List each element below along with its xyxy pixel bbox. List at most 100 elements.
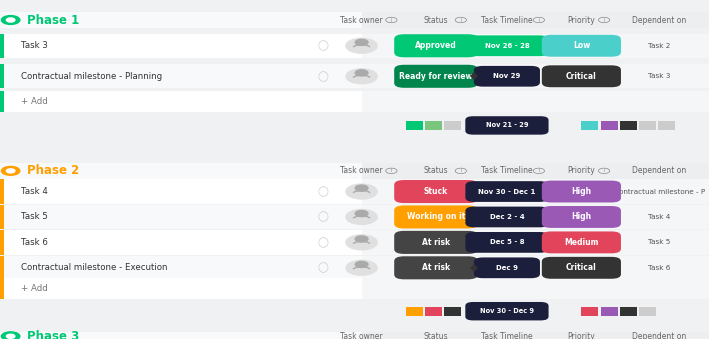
Bar: [0, 230, 709, 255]
Text: Stuck: Stuck: [424, 187, 448, 196]
FancyBboxPatch shape: [542, 257, 621, 279]
Bar: [0, 34, 4, 58]
Bar: [362, 256, 709, 280]
Text: Task Timeline: Task Timeline: [481, 16, 532, 24]
Text: Task 3: Task 3: [21, 41, 48, 50]
Text: Medium: Medium: [564, 238, 598, 247]
Bar: [613, 260, 616, 275]
Circle shape: [346, 184, 377, 199]
Bar: [362, 64, 709, 88]
Bar: [0, 64, 709, 88]
Text: Nov 26 - 28: Nov 26 - 28: [484, 43, 530, 49]
Text: Task 2: Task 2: [648, 43, 671, 49]
FancyBboxPatch shape: [394, 256, 478, 279]
FancyBboxPatch shape: [474, 66, 540, 87]
Text: ◯: ◯: [317, 71, 328, 81]
Bar: [620, 121, 637, 130]
Bar: [362, 34, 709, 58]
Bar: [0, 256, 4, 280]
Text: Priority: Priority: [567, 166, 596, 175]
Circle shape: [355, 211, 368, 217]
Bar: [0, 278, 709, 299]
Text: Phase 2: Phase 2: [27, 164, 79, 177]
Bar: [362, 278, 709, 299]
Bar: [658, 121, 675, 130]
Bar: [601, 121, 618, 130]
Text: Working on it: Working on it: [407, 213, 465, 221]
Circle shape: [355, 70, 368, 76]
Text: i: i: [391, 168, 392, 173]
Circle shape: [1, 16, 20, 24]
Text: Task Timeline: Task Timeline: [481, 166, 532, 175]
Bar: [406, 307, 423, 316]
Text: i: i: [538, 168, 540, 173]
Text: Task owner: Task owner: [340, 166, 383, 175]
FancyBboxPatch shape: [542, 206, 621, 228]
Text: Critical: Critical: [566, 72, 597, 81]
Text: Status: Status: [424, 16, 448, 24]
Bar: [613, 210, 616, 224]
Circle shape: [346, 210, 377, 224]
Text: Low: Low: [573, 41, 590, 50]
Circle shape: [1, 166, 20, 175]
Bar: [0, 34, 709, 58]
Circle shape: [6, 18, 15, 22]
Circle shape: [346, 38, 377, 53]
Circle shape: [355, 236, 368, 242]
Text: Nov 30 - Dec 9: Nov 30 - Dec 9: [480, 308, 534, 314]
Text: Status: Status: [424, 166, 448, 175]
Bar: [0, 179, 709, 204]
Text: Task 6: Task 6: [648, 265, 671, 271]
FancyBboxPatch shape: [474, 257, 540, 278]
Text: Priority: Priority: [567, 332, 596, 339]
Bar: [0, 163, 362, 179]
FancyBboxPatch shape: [465, 116, 549, 135]
Text: ◯: ◯: [317, 263, 328, 273]
Text: Dependent on: Dependent on: [632, 166, 686, 175]
Bar: [0, 91, 4, 112]
FancyBboxPatch shape: [465, 232, 549, 253]
Text: i: i: [460, 168, 462, 173]
Text: Dec 5 - 8: Dec 5 - 8: [490, 239, 524, 245]
Text: At risk: At risk: [422, 238, 450, 247]
Text: Contractual milestone - Planning: Contractual milestone - Planning: [21, 72, 162, 81]
Bar: [613, 184, 616, 199]
Bar: [0, 179, 4, 204]
FancyBboxPatch shape: [465, 206, 549, 227]
Text: Dependent on: Dependent on: [632, 16, 686, 24]
Bar: [613, 69, 616, 84]
Bar: [0, 230, 4, 255]
Bar: [425, 121, 442, 130]
Bar: [0, 12, 709, 28]
Text: Task 4: Task 4: [21, 187, 48, 196]
Text: ◯: ◯: [317, 237, 328, 247]
Text: ◯: ◯: [317, 186, 328, 197]
Bar: [620, 307, 637, 316]
FancyBboxPatch shape: [542, 232, 621, 253]
Text: + Add: + Add: [21, 284, 48, 293]
Circle shape: [1, 332, 20, 339]
Bar: [362, 205, 709, 229]
Circle shape: [355, 39, 368, 45]
Bar: [444, 307, 461, 316]
Text: Priority: Priority: [567, 16, 596, 24]
Text: ◯: ◯: [317, 212, 328, 222]
FancyBboxPatch shape: [394, 205, 478, 228]
FancyBboxPatch shape: [542, 35, 621, 57]
Bar: [0, 91, 709, 112]
Text: i: i: [603, 168, 605, 173]
Text: Ready for review: Ready for review: [399, 72, 473, 81]
FancyBboxPatch shape: [465, 302, 549, 320]
Text: Task Timeline: Task Timeline: [481, 332, 532, 339]
Bar: [0, 64, 4, 88]
Circle shape: [355, 185, 368, 191]
Text: Status: Status: [424, 332, 448, 339]
Circle shape: [6, 169, 15, 173]
Text: i: i: [460, 18, 462, 22]
Circle shape: [346, 69, 377, 84]
Bar: [601, 307, 618, 316]
Bar: [0, 12, 362, 28]
Bar: [581, 121, 598, 130]
Bar: [613, 235, 616, 250]
Text: Dec 2 - 4: Dec 2 - 4: [489, 214, 525, 220]
